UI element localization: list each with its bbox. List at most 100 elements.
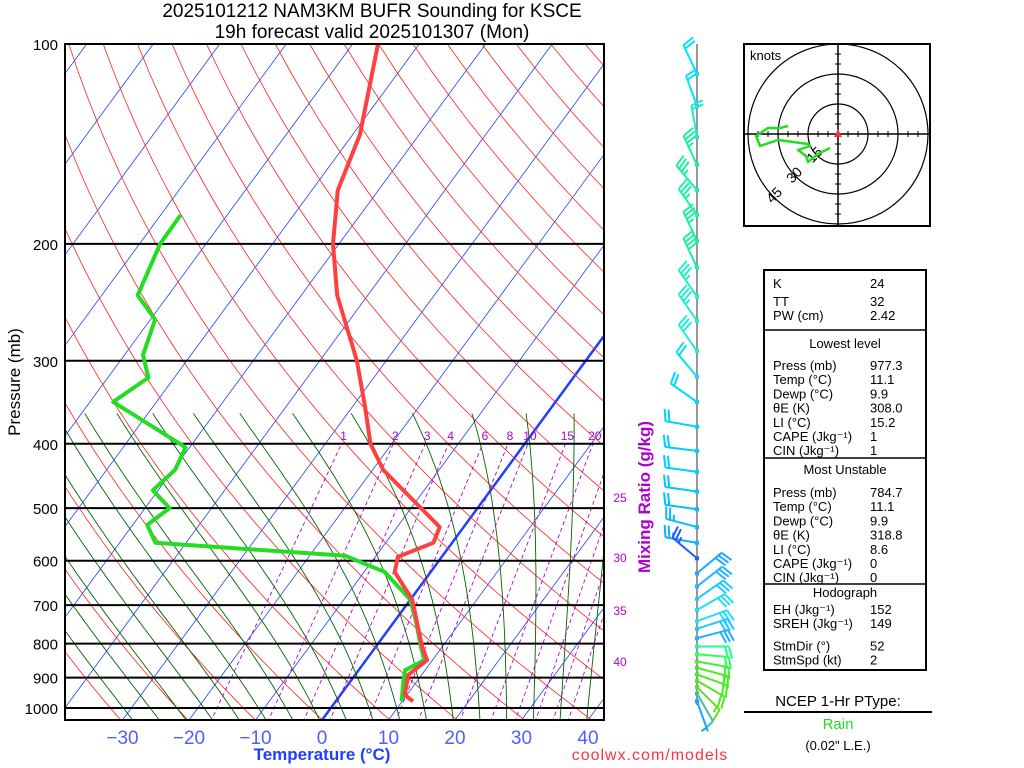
- dry-adiabat: [137, 44, 604, 632]
- wind-barb: [690, 99, 704, 139]
- stat-value: 784.7: [870, 485, 903, 500]
- pressure-tick-label: 900: [33, 671, 58, 688]
- temperature-tick-label: 20: [444, 728, 465, 749]
- hodograph-units-label: knots: [750, 48, 782, 63]
- stat-label: K: [773, 276, 782, 291]
- moist-adiabat: [239, 413, 401, 720]
- isotherm: [65, 44, 154, 165]
- dry-adiabat: [65, 402, 324, 720]
- dry-adiabat: [274, 44, 604, 447]
- moist-adiabat: [65, 593, 160, 720]
- isotherm: [388, 425, 604, 720]
- wind-barb: [695, 659, 731, 680]
- stat-value: 0: [870, 556, 877, 571]
- mixing-ratio-line: [514, 471, 604, 720]
- stat-label: Press (mb): [773, 358, 837, 373]
- dry-adiabat: [65, 651, 122, 720]
- mixing-ratio-label: 30: [613, 551, 627, 565]
- mixing-ratio-line: [552, 570, 604, 720]
- wind-barb: [695, 609, 735, 624]
- stat-label: SREH (Jkg⁻¹): [773, 616, 853, 631]
- stat-value: 149: [870, 616, 892, 631]
- dry-adiabat: [206, 44, 604, 538]
- wind-barb: [663, 492, 699, 512]
- dry-adiabat: [343, 44, 604, 359]
- mixing-ratio-line: [210, 443, 343, 720]
- mixing-ratio-label: 2: [392, 429, 399, 443]
- moist-adiabat: [152, 413, 347, 720]
- stat-label: θE (K): [773, 528, 810, 543]
- stats-frame: [763, 269, 927, 671]
- mixing-ratio-label: 25: [613, 491, 627, 505]
- stat-value: 318.8: [870, 528, 903, 543]
- pressure-tick-label: 500: [33, 501, 58, 518]
- pressure-tick-label: 700: [33, 598, 58, 615]
- dry-adiabat: [65, 133, 526, 720]
- moist-adiabat: [292, 413, 427, 720]
- stat-value: 9.9: [870, 386, 888, 401]
- dry-adiabat: [65, 568, 189, 720]
- wind-barb: [682, 203, 699, 243]
- isotherm: [65, 44, 354, 437]
- hodograph-trace: [754, 124, 831, 164]
- moist-adiabat: [559, 413, 575, 720]
- stat-value: 8.6: [870, 542, 888, 557]
- chart-subtitle: 19h forecast valid 2025101307 (Mon): [215, 22, 530, 43]
- stat-label: CAPE (Jkg⁻¹): [773, 429, 852, 444]
- stat-value: 2: [870, 653, 877, 668]
- stat-value: 32: [870, 294, 884, 309]
- ptype-title: NCEP 1-Hr PType:: [775, 693, 901, 710]
- stat-value: 1: [870, 429, 877, 444]
- stat-value: 977.3: [870, 358, 903, 373]
- wind-barb: [663, 474, 699, 494]
- stat-value: 2.42: [870, 308, 895, 323]
- wind-barb: [695, 579, 734, 601]
- mixing-ratio-line: [395, 443, 509, 720]
- ptype-value: Rain: [823, 716, 854, 733]
- mixing-ratio-line: [268, 443, 394, 720]
- stat-label: Dewp (°C): [773, 513, 833, 528]
- wind-barb: [695, 618, 735, 633]
- dry-adiabat: [240, 44, 604, 492]
- stat-value: 1: [870, 443, 877, 458]
- stat-label: StmSpd (kt): [773, 653, 842, 668]
- pressure-tick-label: 200: [33, 237, 58, 254]
- stat-label: StmDir (°): [773, 638, 830, 653]
- wind-barb: [669, 371, 699, 404]
- dry-adiabat: [171, 44, 604, 584]
- temperature-tick-label: 40: [577, 728, 598, 749]
- stat-section-title: Most Unstable: [803, 462, 886, 477]
- dry-adiabat: [102, 44, 604, 681]
- pressure-tick-label: 300: [33, 354, 58, 371]
- profiles: [111, 44, 442, 703]
- wind-barb: [675, 155, 699, 193]
- isotherm: [65, 44, 420, 528]
- mixing-ratio-label: 6: [481, 429, 488, 443]
- isotherm: [65, 44, 221, 256]
- moist-adiabat: [586, 545, 604, 720]
- storm-motion-marker: [834, 129, 842, 137]
- mixing-ratio-line: [490, 443, 594, 720]
- mixing-ratio-line: [367, 443, 484, 720]
- isotherm: [320, 333, 604, 720]
- moist-adiabat: [65, 629, 134, 720]
- credit-link[interactable]: coolwx.com/models: [572, 747, 729, 764]
- plot-frame: [64, 43, 605, 721]
- dry-adiabat: [65, 485, 256, 720]
- wind-barb: [663, 408, 699, 429]
- wind-barb: [677, 178, 699, 218]
- isotherm: [521, 606, 604, 720]
- moist-adiabat: [525, 413, 537, 720]
- mixing-ratio-label: 8: [507, 429, 514, 443]
- isotherm: [454, 516, 604, 720]
- temperature-tick-label: 10: [378, 728, 399, 749]
- stat-value: 11.1: [870, 372, 894, 387]
- temperature-tick-label: 30: [511, 728, 532, 749]
- stat-label: Press (mb): [773, 485, 837, 500]
- isotherm: [255, 244, 604, 720]
- moist-adiabat: [65, 555, 187, 720]
- isotherm: [188, 153, 604, 720]
- dry-adiabat: [309, 44, 604, 403]
